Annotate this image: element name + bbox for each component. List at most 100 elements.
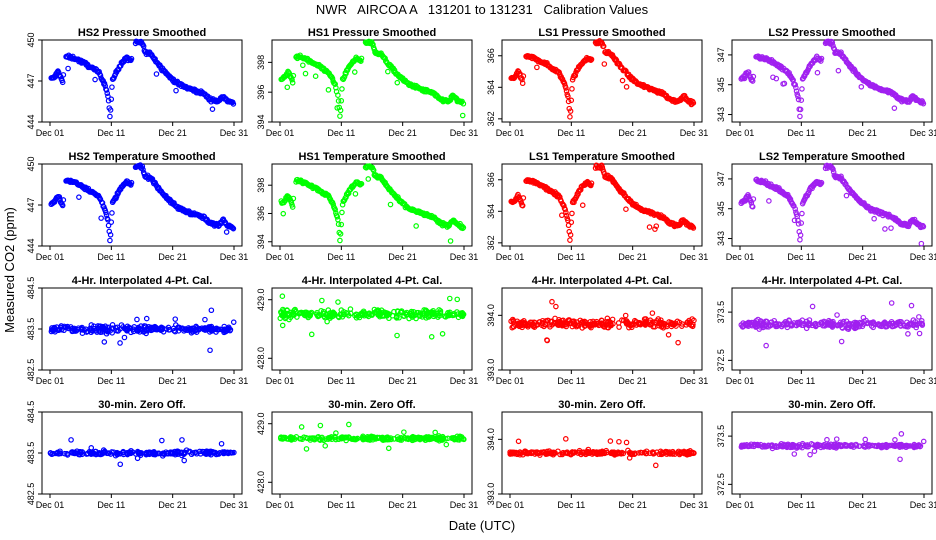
data-points — [738, 431, 927, 463]
y-tick-label: 429.0 — [256, 412, 266, 435]
data-point — [570, 318, 576, 325]
data-point — [888, 225, 894, 231]
data-point — [666, 319, 672, 325]
data-point — [57, 448, 63, 455]
data-point — [338, 221, 345, 228]
panel-ls2-3: 30-min. Zero Off. Dec 01 Dec 11 Dec 21 Dec 3… — [716, 399, 936, 510]
data-point — [588, 56, 595, 63]
data-point — [309, 435, 316, 441]
data-point — [345, 311, 351, 317]
y-tick-label: 394.0 — [486, 304, 496, 327]
data-points — [738, 300, 926, 349]
data-points — [508, 162, 697, 243]
data-point — [358, 58, 364, 65]
data-point — [137, 452, 144, 459]
data-point — [650, 319, 656, 325]
x-tick-label: Dec 31 — [910, 376, 936, 386]
data-point — [312, 73, 319, 80]
data-point — [776, 321, 782, 327]
data-point — [358, 55, 365, 62]
data-point — [203, 327, 210, 333]
data-point — [117, 340, 123, 346]
data-point — [128, 55, 135, 62]
panel-title: HS2 Pressure Smoothed — [78, 27, 206, 39]
data-point — [515, 191, 521, 198]
data-point — [173, 87, 179, 94]
data-point — [298, 424, 305, 430]
panel-frame — [501, 287, 703, 371]
panel-frame — [271, 163, 473, 247]
data-points — [738, 162, 927, 247]
data-point — [375, 312, 382, 319]
data-point — [109, 84, 115, 90]
data-point — [335, 221, 342, 227]
data-point — [897, 456, 903, 463]
data-point — [190, 450, 196, 456]
data-point — [519, 202, 526, 209]
data-point — [563, 85, 569, 91]
data-point — [357, 311, 364, 317]
data-point — [855, 322, 862, 328]
x-tick-label: Dec 11 — [97, 500, 125, 510]
data-point — [860, 314, 867, 321]
data-point — [153, 71, 160, 77]
data-point — [136, 326, 142, 333]
x-tick-label: Dec 01 — [266, 252, 295, 262]
data-point — [59, 79, 66, 86]
x-tick-label: Dec 21 — [848, 500, 877, 510]
data-point — [88, 449, 95, 456]
x-tick-label: Dec 11 — [557, 128, 585, 138]
x-tick-label: Dec 01 — [36, 376, 65, 386]
data-point — [305, 310, 312, 316]
data-point — [352, 191, 359, 197]
data-point — [579, 202, 586, 208]
data-point — [791, 451, 798, 457]
data-point — [327, 315, 333, 321]
data-point — [302, 70, 309, 77]
x-tick-label: Dec 01 — [726, 376, 755, 386]
y-tick-label: 484.5 — [26, 401, 36, 424]
data-point — [679, 321, 685, 327]
data-point — [150, 450, 157, 457]
data-point — [394, 308, 401, 314]
x-tick-label: Dec 11 — [557, 252, 585, 262]
data-point — [284, 84, 291, 91]
data-point — [642, 318, 649, 325]
data-point — [919, 321, 926, 327]
panel-hs2-3: 30-min. Zero Off. Dec 01 Dec 11 Dec 21 Dec 3… — [26, 399, 248, 510]
data-point — [559, 212, 565, 219]
data-point — [288, 435, 295, 442]
x-tick-label: Dec 11 — [787, 252, 815, 262]
data-point — [291, 312, 297, 318]
data-point — [322, 443, 329, 449]
data-points — [507, 436, 697, 469]
data-point — [193, 323, 199, 330]
x-tick-label: Dec 31 — [450, 128, 479, 138]
panel-title: 30-min. Zero Off. — [788, 399, 875, 411]
x-tick-label: Dec 11 — [557, 376, 585, 386]
data-point — [690, 225, 697, 231]
y-tick-label: 345 — [716, 201, 726, 216]
panel-ls2-0: LS2 Pressure Smoothed Dec 01 Dec 11 Dec 21 D… — [716, 27, 936, 138]
data-point — [128, 179, 135, 186]
data-point — [104, 90, 111, 97]
data-point — [343, 194, 349, 201]
data-point — [165, 324, 172, 331]
data-point — [208, 327, 215, 334]
data-point — [766, 198, 772, 204]
data-point — [520, 195, 527, 201]
data-point — [280, 435, 287, 441]
data-point — [793, 84, 799, 91]
data-point — [109, 322, 116, 328]
data-point — [599, 320, 605, 326]
data-point — [297, 309, 303, 316]
data-point — [592, 321, 598, 328]
data-point — [768, 319, 775, 326]
data-point — [511, 323, 517, 330]
data-point — [335, 98, 342, 104]
data-point — [398, 434, 404, 441]
data-point — [920, 100, 927, 107]
y-tick-label: 429.0 — [256, 288, 266, 311]
data-point — [653, 223, 660, 229]
